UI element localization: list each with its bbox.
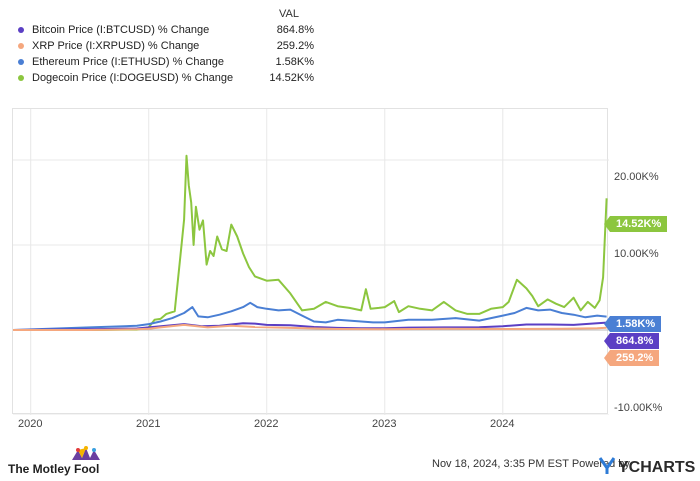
legend-item-ethereum[interactable]: Ethereum Price (I:ETHUSD) % Change 1.58K… xyxy=(14,54,314,70)
legend-value: 1.58K% xyxy=(275,56,314,68)
x-tick-label: 2023 xyxy=(372,418,397,430)
ethereum-end-label: 1.58K% xyxy=(603,316,662,332)
motley-fool-logo[interactable]: The Motley Fool xyxy=(6,446,106,476)
footer: The Motley Fool Nov 18, 2024, 3:35 PM ES… xyxy=(0,446,700,476)
line-chart xyxy=(13,109,609,415)
dogecoin-line[interactable] xyxy=(13,154,608,331)
xrp-line[interactable] xyxy=(13,323,607,331)
bitcoin-end-label: 864.8% xyxy=(603,333,660,349)
ethereum-line[interactable] xyxy=(13,301,607,331)
x-tick-label: 2022 xyxy=(254,418,279,430)
x-tick-label: 2021 xyxy=(136,418,161,430)
ethereum-series-dot xyxy=(18,59,24,65)
y-tick-label: 20.00K% xyxy=(614,171,659,183)
bitcoin-series-dot xyxy=(18,27,24,33)
legend-value: 14.52K% xyxy=(269,72,314,84)
legend-label: Bitcoin Price (I:BTCUSD) % Change xyxy=(32,24,210,36)
legend-item-xrp[interactable]: XRP Price (I:XRPUSD) % Change 259.2% xyxy=(14,38,314,54)
ycharts-logo[interactable]: YCHARTS xyxy=(598,454,698,476)
legend-item-dogecoin[interactable]: Dogecoin Price (I:DOGEUSD) % Change 14.5… xyxy=(14,70,314,86)
x-tick-label: 2024 xyxy=(490,418,515,430)
x-tick-label: 2020 xyxy=(18,418,43,430)
ycharts-mark-icon: YCHARTS xyxy=(598,457,696,476)
ycharts-text: YCHARTS xyxy=(618,459,696,476)
motley-fool-text: The Motley Fool xyxy=(8,462,100,476)
plot-area[interactable] xyxy=(12,108,609,415)
legend-label: Dogecoin Price (I:DOGEUSD) % Change xyxy=(32,72,234,84)
legend-value: 259.2% xyxy=(276,40,314,52)
xrp-series-dot xyxy=(18,43,24,49)
y-tick-label: -10.00K% xyxy=(614,402,663,414)
legend-label: XRP Price (I:XRPUSD) % Change xyxy=(32,40,200,52)
legend-label: Ethereum Price (I:ETHUSD) % Change xyxy=(32,56,224,68)
xrp-end-label: 259.2% xyxy=(603,350,660,366)
y-tick-label: 10.00K% xyxy=(614,248,659,260)
legend-header: VAL xyxy=(279,8,299,20)
footer-timestamp: Nov 18, 2024, 3:35 PM EST Powered by xyxy=(432,458,630,470)
legend-item-bitcoin[interactable]: Bitcoin Price (I:BTCUSD) % Change 864.8% xyxy=(14,22,314,38)
jester-hat-icon xyxy=(72,446,100,460)
legend-value: 864.8% xyxy=(276,24,314,36)
dogecoin-end-label: 14.52K% xyxy=(603,216,668,232)
dogecoin-series-dot xyxy=(18,75,24,81)
